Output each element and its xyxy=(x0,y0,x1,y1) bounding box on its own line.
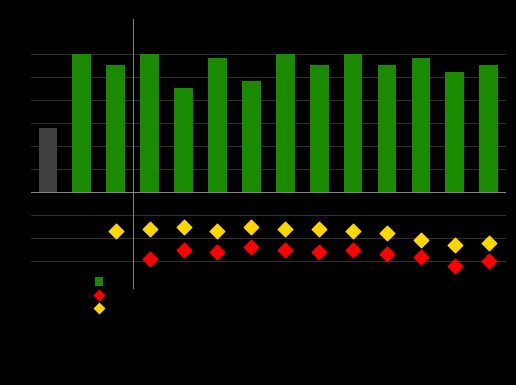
Point xyxy=(450,263,459,269)
Point xyxy=(417,237,425,243)
Point xyxy=(417,253,425,259)
Point xyxy=(349,246,357,253)
Point xyxy=(315,226,324,232)
Point xyxy=(180,246,188,253)
Point xyxy=(349,228,357,234)
Point xyxy=(281,246,289,253)
Legend: , , : , , xyxy=(93,275,112,316)
Point xyxy=(383,251,391,257)
Point xyxy=(213,228,221,234)
Bar xyxy=(39,127,57,192)
Bar xyxy=(208,59,227,192)
Point xyxy=(315,249,324,255)
Bar xyxy=(174,88,193,192)
Bar xyxy=(310,65,329,192)
Point xyxy=(180,223,188,229)
Point xyxy=(485,239,493,246)
Point xyxy=(485,258,493,264)
Bar xyxy=(242,82,261,192)
Bar xyxy=(445,72,464,192)
Bar xyxy=(479,65,498,192)
Point xyxy=(146,256,154,262)
Point xyxy=(213,249,221,255)
Point xyxy=(281,226,289,232)
Point xyxy=(450,242,459,248)
Point xyxy=(247,244,255,250)
Point xyxy=(146,226,154,232)
Point xyxy=(247,223,255,229)
Bar xyxy=(140,54,159,192)
Point xyxy=(383,230,391,236)
Bar xyxy=(106,65,125,192)
Bar xyxy=(378,65,396,192)
Bar xyxy=(72,54,91,192)
Bar xyxy=(412,59,430,192)
Bar xyxy=(276,54,295,192)
Bar xyxy=(344,54,362,192)
Point xyxy=(111,228,120,234)
